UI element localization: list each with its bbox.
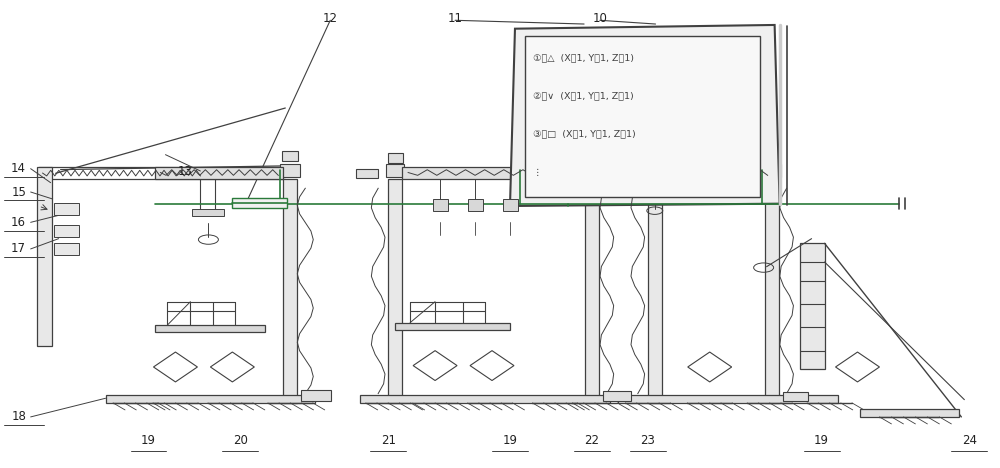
Bar <box>783 392 808 401</box>
Text: 16: 16 <box>11 216 26 229</box>
Bar <box>662 167 774 179</box>
Bar <box>37 167 52 346</box>
Bar <box>525 36 760 197</box>
Text: ⋮: ⋮ <box>533 168 542 177</box>
Bar <box>360 395 610 403</box>
Text: 23: 23 <box>640 434 655 447</box>
Text: 14: 14 <box>11 162 26 175</box>
Bar <box>282 151 298 161</box>
Text: 10: 10 <box>592 12 607 25</box>
Bar <box>192 209 224 216</box>
Text: 20: 20 <box>233 434 248 447</box>
Bar <box>433 199 448 211</box>
Bar <box>860 410 959 417</box>
Text: 24: 24 <box>962 434 977 447</box>
Bar <box>356 169 378 177</box>
Bar <box>54 203 79 215</box>
Text: 11: 11 <box>448 12 463 25</box>
Bar <box>54 243 79 256</box>
Bar <box>301 390 331 401</box>
Bar <box>765 179 779 403</box>
Bar <box>603 391 631 401</box>
Text: ①、△  (X～1, Y～1, Z～1): ①、△ (X～1, Y～1, Z～1) <box>533 53 634 62</box>
Bar <box>763 164 781 176</box>
Bar <box>155 325 265 332</box>
Text: 19: 19 <box>814 434 829 447</box>
Bar <box>503 199 518 211</box>
Bar <box>583 164 601 176</box>
Bar <box>585 179 599 403</box>
Bar <box>800 243 825 369</box>
Text: 19: 19 <box>141 434 156 447</box>
Bar <box>388 179 402 403</box>
Bar <box>280 163 300 176</box>
Bar <box>646 164 664 176</box>
Bar <box>647 154 662 162</box>
Bar <box>584 154 599 162</box>
Bar <box>598 169 620 177</box>
Text: 13: 13 <box>178 165 193 177</box>
Text: 22: 22 <box>584 434 599 447</box>
Text: 18: 18 <box>11 410 26 424</box>
Text: 15: 15 <box>11 185 26 198</box>
Bar <box>386 164 404 176</box>
Text: 19: 19 <box>502 434 517 447</box>
Bar <box>648 179 662 403</box>
Bar <box>232 198 287 208</box>
Bar <box>402 167 585 179</box>
Text: 21: 21 <box>381 434 396 447</box>
Bar <box>283 179 297 403</box>
Text: 17: 17 <box>11 242 26 256</box>
Bar <box>54 225 79 237</box>
Bar <box>468 199 483 211</box>
Bar <box>106 395 315 403</box>
Polygon shape <box>510 25 780 206</box>
Bar <box>155 167 283 179</box>
Bar <box>395 322 510 329</box>
Bar <box>618 395 838 403</box>
Bar <box>388 154 403 162</box>
Text: 12: 12 <box>323 12 338 25</box>
Text: ②、∨  (X～1, Y～1, Z～1): ②、∨ (X～1, Y～1, Z～1) <box>533 91 634 100</box>
Text: ③、□  (X～1, Y～1, Z～1): ③、□ (X～1, Y～1, Z～1) <box>533 130 636 139</box>
